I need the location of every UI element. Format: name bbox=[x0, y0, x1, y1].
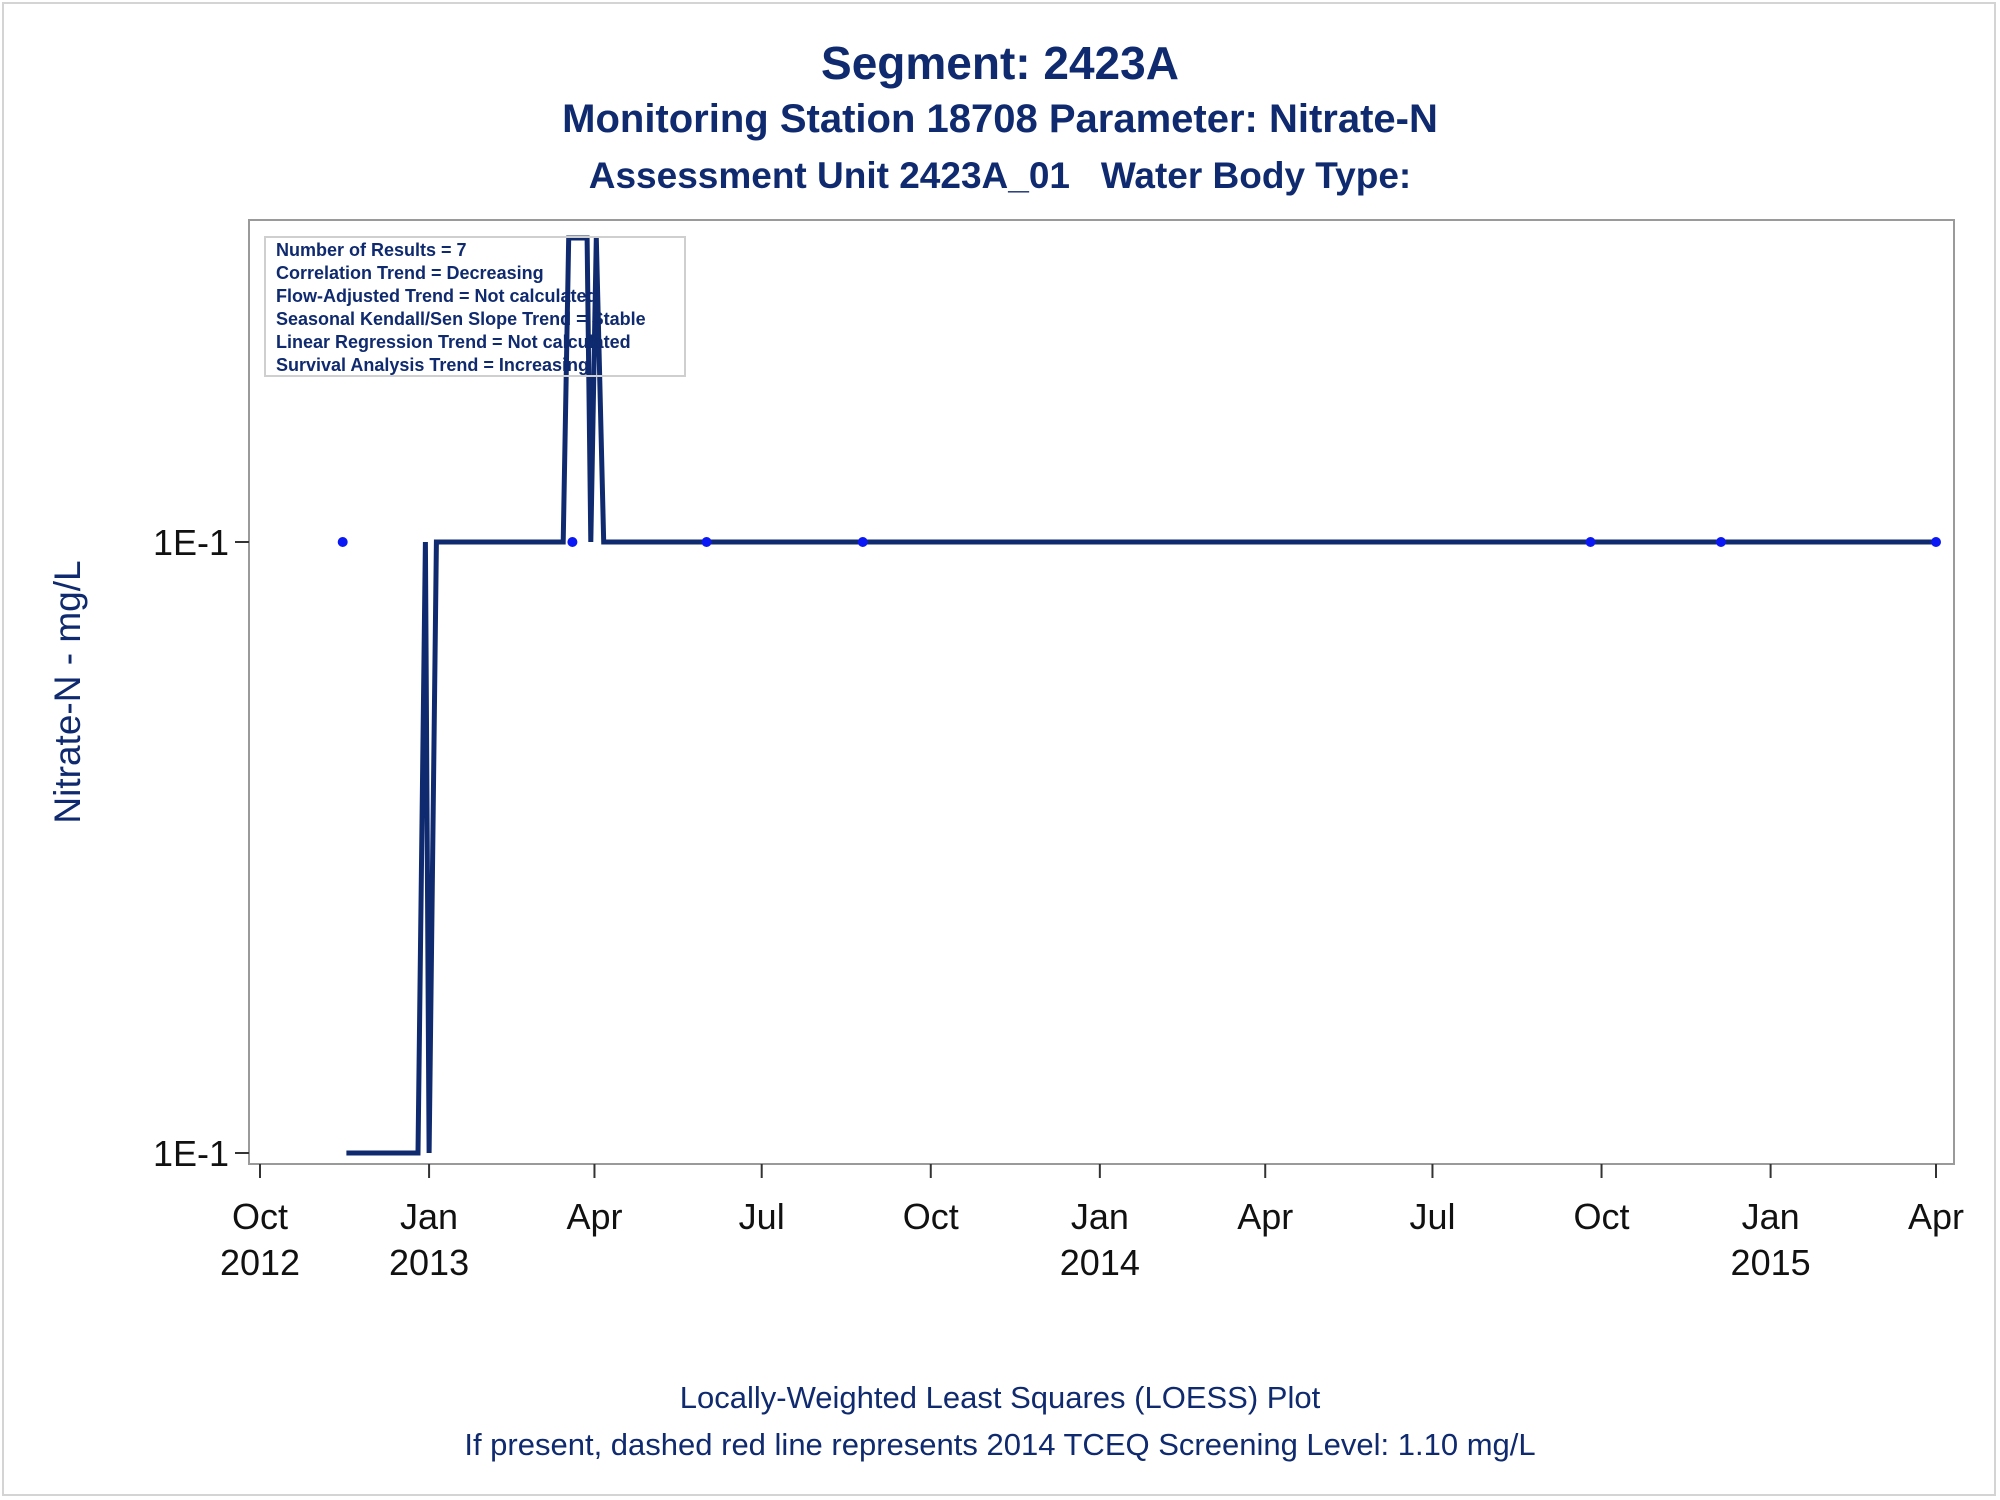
x-tick-label-month-3: Jul bbox=[739, 1196, 785, 1237]
data-point-6 bbox=[1931, 537, 1941, 547]
legend-line-flow-adjusted: Flow-Adjusted Trend = Not calculated bbox=[276, 286, 598, 306]
x-tick-label-year-1: 2013 bbox=[389, 1242, 469, 1283]
legend-line-seasonal-kendall: Seasonal Kendall/Sen Slope Trend = Stabl… bbox=[276, 309, 646, 329]
trend-legend: Number of Results = 7 Correlation Trend … bbox=[264, 236, 686, 377]
x-tick-label-month-0: Oct bbox=[232, 1196, 288, 1237]
y-axis-label: Nitrate-N - mg/L bbox=[47, 560, 88, 823]
loess-line bbox=[346, 235, 1936, 1156]
chart-title: Segment: 2423A bbox=[821, 37, 1179, 89]
chart-subtitle-assessment: Assessment Unit 2423A_01 Water Body Type… bbox=[588, 155, 1412, 196]
x-tick-label-year-5: 2014 bbox=[1060, 1242, 1140, 1283]
data-points bbox=[337, 537, 1941, 547]
legend-line-correlation: Correlation Trend = Decreasing bbox=[276, 263, 544, 283]
x-tick-label-month-10: Apr bbox=[1908, 1196, 1964, 1237]
x-tick-label-month-2: Apr bbox=[566, 1196, 622, 1237]
x-tick-label-month-4: Oct bbox=[903, 1196, 959, 1237]
data-point-5 bbox=[1715, 537, 1726, 547]
footnote-screening-level: If present, dashed red line represents 2… bbox=[464, 1427, 1536, 1462]
data-point-2 bbox=[701, 537, 712, 547]
plot-area-frame bbox=[248, 219, 1955, 1165]
data-point-3 bbox=[857, 537, 868, 547]
data-point-0 bbox=[337, 537, 348, 547]
x-tick-label-month-5: Jan bbox=[1071, 1196, 1129, 1237]
legend-line-linear-regression: Linear Regression Trend = Not calculated bbox=[276, 332, 631, 352]
legend-line-survival-analysis: Survival Analysis Trend = Increasing bbox=[276, 355, 589, 375]
x-axis: Oct 2012 Jan 2013 Apr Jul Oct Jan 2014 Apr Jul Oct J… bbox=[220, 1164, 1964, 1283]
x-tick-label-month-1: Jan bbox=[400, 1196, 458, 1237]
x-tick-label-month-9: Jan bbox=[1742, 1196, 1800, 1237]
chart-subtitle-station: Monitoring Station 18708 Parameter: Nitr… bbox=[562, 97, 1438, 141]
data-point-1 bbox=[567, 537, 578, 547]
x-tick-label-month-6: Apr bbox=[1237, 1196, 1293, 1237]
footnote-loess: Locally-Weighted Least Squares (LOESS) P… bbox=[679, 1380, 1321, 1415]
y-tick-label-1: 1E-1 bbox=[153, 1133, 229, 1174]
data-point-4 bbox=[1585, 537, 1596, 547]
y-axis: 1E-1 1E-1 bbox=[153, 522, 249, 1174]
x-tick-label-year-0: 2012 bbox=[220, 1242, 300, 1283]
loess-series bbox=[346, 235, 1936, 1156]
x-tick-label-month-7: Jul bbox=[1409, 1196, 1455, 1237]
legend-line-results: Number of Results = 7 bbox=[276, 240, 467, 260]
x-tick-label-year-9: 2015 bbox=[1731, 1242, 1811, 1283]
x-tick-label-month-8: Oct bbox=[1574, 1196, 1630, 1237]
y-tick-label-0: 1E-1 bbox=[153, 522, 229, 563]
